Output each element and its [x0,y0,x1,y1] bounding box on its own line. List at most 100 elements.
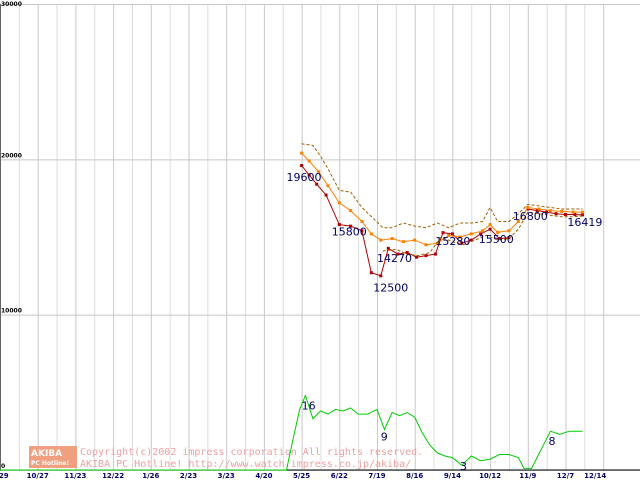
price-point [564,212,567,216]
price-point [379,274,383,278]
copyright-text: Copyright(c)2002 impress corporation All… [80,447,423,458]
price-point [580,213,584,217]
price-point [386,246,390,250]
price-point [433,252,437,256]
y-tick-label: 0 [1,463,5,470]
average-point [317,170,321,174]
series-line-max [301,143,583,229]
average-point [481,229,485,233]
x-tick-label: 9/29 [0,472,9,480]
price-point [307,173,311,177]
price-point [424,254,428,258]
average-point [379,238,383,242]
data-label: 15280 [435,235,470,248]
price-point [554,212,558,216]
average-point [496,230,500,234]
x-tick-label: 1/26 [142,472,159,480]
x-tick-label: 12/22 [102,472,124,480]
y-tick-labels: 0 10000 20000 30000 [1,1,22,470]
x-tick-label: 5/25 [293,472,310,480]
akiba-logo-subtext: PC Hotline! [31,460,69,467]
y-tick-label: 30000 [1,1,22,8]
average-point [424,243,428,247]
average-point [458,235,462,239]
price-point [415,255,419,259]
price-point [450,232,454,236]
series-line-min [382,211,583,257]
average-point [401,240,405,244]
price-point [573,212,577,216]
x-tick-label: 7/19 [368,472,385,480]
average-point [580,210,584,214]
data-series [0,143,584,471]
x-tick-label: 9/14 [444,472,461,480]
average-point [300,151,304,155]
x-tick-label: 11/23 [64,472,86,480]
average-point [526,205,530,209]
price-point [460,241,464,245]
price-point [535,209,539,213]
x-tick-label: 10/12 [479,472,501,480]
data-label: 12500 [373,281,408,294]
average-point [447,233,451,237]
price-point [315,182,319,186]
price-point [349,224,353,228]
average-point [537,207,541,211]
average-point [488,223,492,227]
x-tick-label: 2/23 [180,472,197,480]
x-tick-label: 4/20 [255,472,272,480]
series-line-average [301,152,583,246]
data-label: 19600 [287,171,322,184]
average-point [435,241,439,245]
data-label: 9 [381,430,388,443]
average-point [469,232,473,236]
data-label: 15500 [479,233,514,246]
data-label: 16800 [513,210,548,223]
price-point [507,236,511,240]
price-point [441,231,445,235]
x-tick-label: 8/16 [406,472,423,480]
x-tick-label: 3/23 [218,472,235,480]
price-point [300,164,304,168]
price-point [369,271,373,275]
average-point [360,219,364,223]
grid-lines [0,4,640,471]
data-label: 14270 [377,252,412,265]
data-label: 16 [302,399,316,412]
price-point [469,238,473,242]
price-point [488,227,492,231]
price-point [396,252,400,256]
series-line-shop-count [0,393,583,471]
price-point [479,232,483,236]
average-point [507,229,511,233]
copyright-watermark: AKIBA PC Hotline! Copyright(c)2002 impre… [29,446,423,470]
y-tick-label: 10000 [1,308,22,315]
average-point [560,209,564,213]
data-label: 16419 [567,216,602,229]
price-point [337,223,341,227]
y-tick-label: 20000 [1,152,22,159]
axis-lines [0,4,640,471]
x-tick-labels: 9/29 10/27 11/23 12/22 1/26 2/23 3/23 4/20 5/25 6… [0,472,606,480]
hotline-url-text: AKIBA PC Hotline! http://www.watch.impre… [80,459,411,470]
average-point [390,237,394,241]
average-point [326,184,330,188]
average-point [571,210,575,214]
x-tick-label: 6/22 [331,472,348,480]
x-tick-label: 11/9 [519,472,536,480]
average-point [516,219,520,223]
price-point [405,251,409,255]
average-point [349,209,353,213]
average-point [337,201,341,205]
price-point [360,229,364,233]
price-point [324,193,328,197]
x-tick-label: 10/27 [27,472,49,480]
average-point [413,238,417,242]
average-point [307,159,311,163]
price-point [526,207,530,211]
average-point [548,209,552,213]
data-labels: 19600 15800 14270 12500 15280 15500 16800 16419… [287,171,603,473]
akiba-logo-box [29,446,77,468]
data-label: 15800 [332,225,367,238]
